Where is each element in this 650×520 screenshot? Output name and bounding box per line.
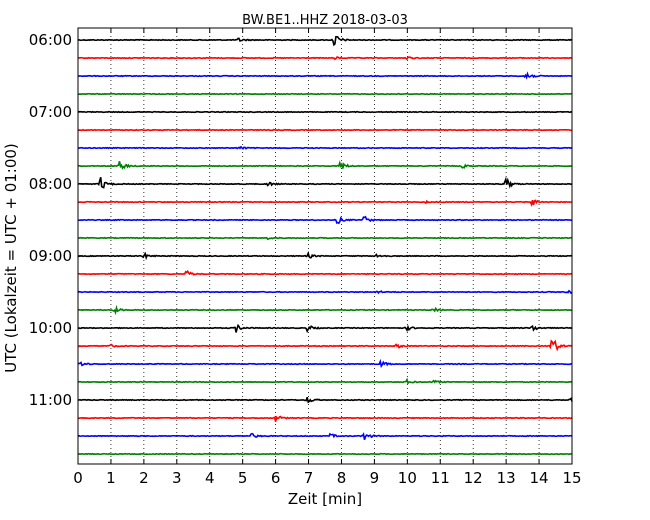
y-tick-label: 10:00	[29, 319, 72, 337]
trace-0730	[77, 145, 573, 150]
trace-1015	[77, 339, 573, 352]
x-tick-label: 13	[497, 469, 516, 487]
trace-0600	[77, 36, 573, 47]
trace-0915	[77, 269, 573, 276]
trace-0900	[77, 250, 573, 261]
x-tick-label: 12	[464, 469, 483, 487]
x-axis-label: Zeit [min]	[288, 490, 362, 508]
trace-0745	[77, 160, 573, 170]
x-tick-label: 3	[172, 469, 182, 487]
trace-0845	[77, 236, 573, 241]
y-tick-label: 06:00	[29, 31, 72, 49]
trace-0830	[77, 215, 573, 225]
trace-0815	[77, 199, 573, 207]
x-tick-label: 14	[530, 469, 549, 487]
x-tick-label: 4	[205, 469, 215, 487]
y-axis-ticks: 06:00 07:00 08:00 09:00 10:00 11:00	[29, 31, 83, 409]
trace-1100	[77, 396, 573, 404]
trace-0700	[77, 110, 573, 114]
plot-frame	[77, 27, 573, 465]
trace-1000	[77, 323, 573, 334]
x-tick-label: 6	[271, 469, 281, 487]
x-tick-label: 8	[337, 469, 347, 487]
x-tick-label: 0	[73, 469, 83, 487]
x-tick-label: 15	[562, 469, 581, 487]
y-tick-label: 07:00	[29, 103, 72, 121]
x-tick-label: 7	[304, 469, 314, 487]
trace-0930	[77, 289, 573, 295]
x-tick-label: 5	[238, 469, 248, 487]
trace-1130	[77, 432, 573, 440]
trace-1115	[77, 415, 573, 422]
y-axis-label: UTC (Lokalzeit = UTC + 01:00)	[2, 143, 20, 373]
x-tick-label: 9	[370, 469, 380, 487]
trace-0945	[77, 304, 573, 316]
seismic-traces	[77, 36, 573, 456]
x-tick-label: 10	[398, 469, 417, 487]
x-tick-label: 1	[106, 469, 116, 487]
y-tick-label: 08:00	[29, 175, 72, 193]
x-tick-label: 11	[431, 469, 450, 487]
trace-0630	[77, 71, 573, 80]
trace-1030	[77, 358, 573, 369]
grid-lines	[110, 28, 540, 464]
y-tick-label: 09:00	[29, 247, 72, 265]
trace-0715	[77, 128, 573, 132]
chart-title: BW.BE1..HHZ 2018-03-03	[242, 13, 408, 28]
y-tick-label: 11:00	[29, 391, 72, 409]
x-tick-label: 2	[139, 469, 149, 487]
trace-1045	[77, 377, 573, 385]
trace-1145	[77, 452, 573, 456]
x-axis-ticks: 0 1 2 3 4 5 6 7 8 9 10 11 12 13 14 15	[73, 28, 582, 487]
trace-0800	[77, 176, 573, 189]
trace-0615	[77, 56, 573, 61]
trace-0645	[77, 92, 573, 96]
